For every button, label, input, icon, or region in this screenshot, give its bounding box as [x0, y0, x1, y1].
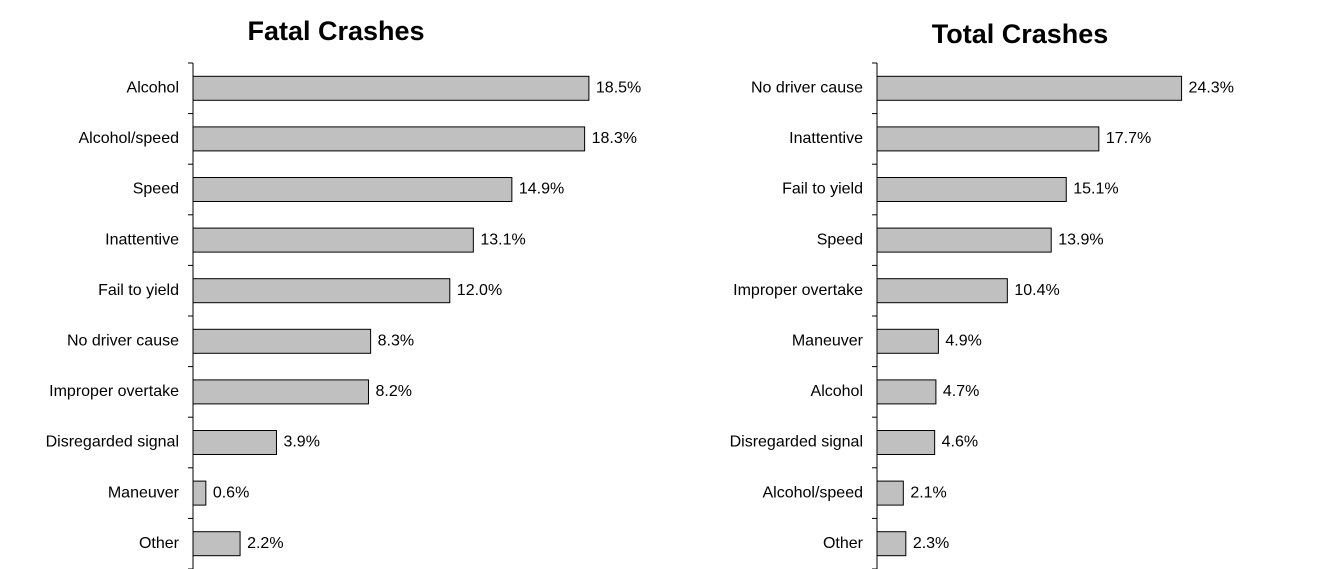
bar [876, 430, 936, 455]
bar [192, 430, 277, 455]
data-label: 4.9% [945, 333, 981, 350]
y-tick-label: Improper overtake [49, 383, 179, 400]
bar [192, 379, 369, 405]
bar [876, 480, 904, 506]
bar [876, 75, 1183, 101]
y-tick-label: Alcohol/speed [78, 130, 179, 147]
data-label: 13.9% [1058, 231, 1103, 248]
y-tick-label: Other [823, 535, 864, 552]
data-label: 17.7% [1106, 130, 1151, 147]
y-tick-label: Improper overtake [733, 282, 863, 299]
data-label: 4.7% [943, 383, 979, 400]
data-label: 18.5% [596, 80, 641, 97]
y-tick-label: No driver cause [67, 333, 179, 350]
y-tick-label: Maneuver [792, 333, 864, 350]
bar [876, 379, 937, 405]
y-tick-label: Speed [817, 231, 863, 248]
bar [192, 177, 513, 202]
data-label: 24.3% [1189, 80, 1234, 97]
y-tick-label: Fail to yield [782, 181, 863, 198]
bar [876, 278, 1008, 304]
bar [876, 328, 939, 354]
data-label: 18.3% [592, 130, 637, 147]
bar [192, 126, 586, 152]
y-tick-label: Inattentive [105, 231, 179, 248]
y-tick-label: Alcohol/speed [762, 484, 863, 501]
bar [876, 531, 907, 557]
data-label: 8.3% [378, 333, 414, 350]
bar [876, 126, 1100, 152]
y-tick-label: Alcohol [811, 383, 863, 400]
bar [192, 75, 590, 101]
bar [192, 480, 207, 506]
bar [876, 227, 1052, 253]
bar [876, 177, 1067, 202]
data-label: 13.1% [480, 231, 525, 248]
data-label: 14.9% [519, 181, 564, 198]
y-tick-label: Disregarded signal [730, 434, 863, 451]
y-tick-label: Disregarded signal [46, 434, 179, 451]
y-tick-label: Fail to yield [98, 282, 179, 299]
bar [192, 227, 474, 253]
y-tick-label: Speed [133, 181, 179, 198]
data-label: 2.3% [913, 535, 949, 552]
data-label: 3.9% [283, 434, 319, 451]
chart-title: Fatal Crashes [247, 16, 424, 46]
data-label: 8.2% [375, 383, 411, 400]
y-tick-label: No driver cause [751, 80, 863, 97]
bar [192, 278, 451, 304]
y-tick-label: Inattentive [789, 130, 863, 147]
data-label: 15.1% [1073, 181, 1118, 198]
data-label: 2.1% [910, 484, 946, 501]
data-label: 0.6% [213, 484, 249, 501]
data-label: 4.6% [942, 434, 978, 451]
y-tick-label: Maneuver [108, 484, 180, 501]
data-label: 2.2% [247, 535, 283, 552]
data-label: 10.4% [1014, 282, 1059, 299]
y-tick-label: Alcohol [127, 80, 179, 97]
bar [192, 531, 241, 557]
data-label: 12.0% [457, 282, 502, 299]
bar [192, 328, 372, 354]
chart-title: Total Crashes [932, 19, 1109, 49]
y-tick-label: Other [139, 535, 180, 552]
